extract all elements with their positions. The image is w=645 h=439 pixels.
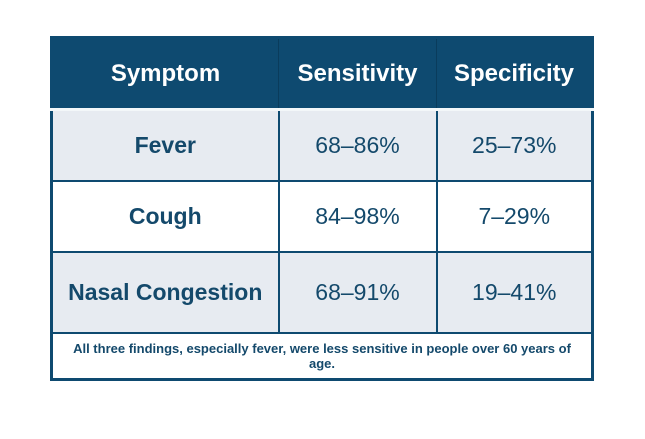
table-header-row: Symptom Sensitivity Specificity [51, 37, 593, 111]
specificity-value: 25–73% [435, 108, 594, 182]
specificity-value: 7–29% [435, 179, 594, 253]
table-row-cough: Cough 84–98% 7–29% [50, 179, 594, 253]
table-row-nasal-congestion: Nasal Congestion 68–91% 19–41% [50, 250, 594, 334]
symptom-sensitivity-specificity-table: Symptom Sensitivity Specificity Fever 68… [50, 36, 594, 381]
symptom-name: Nasal Congestion [50, 250, 280, 334]
symptom-name: Fever [50, 108, 280, 182]
sensitivity-value: 68–86% [277, 108, 438, 182]
column-header-symptom: Symptom [51, 37, 279, 111]
sensitivity-value: 84–98% [277, 179, 438, 253]
column-header-specificity: Specificity [436, 37, 593, 111]
column-header-sensitivity: Sensitivity [278, 37, 437, 111]
sensitivity-value: 68–91% [277, 250, 438, 334]
table-footnote-row: All three findings, especially fever, we… [50, 331, 594, 381]
table-footnote: All three findings, especially fever, we… [50, 331, 594, 381]
table-row-fever: Fever 68–86% 25–73% [50, 108, 594, 182]
specificity-value: 19–41% [435, 250, 594, 334]
symptom-name: Cough [50, 179, 280, 253]
